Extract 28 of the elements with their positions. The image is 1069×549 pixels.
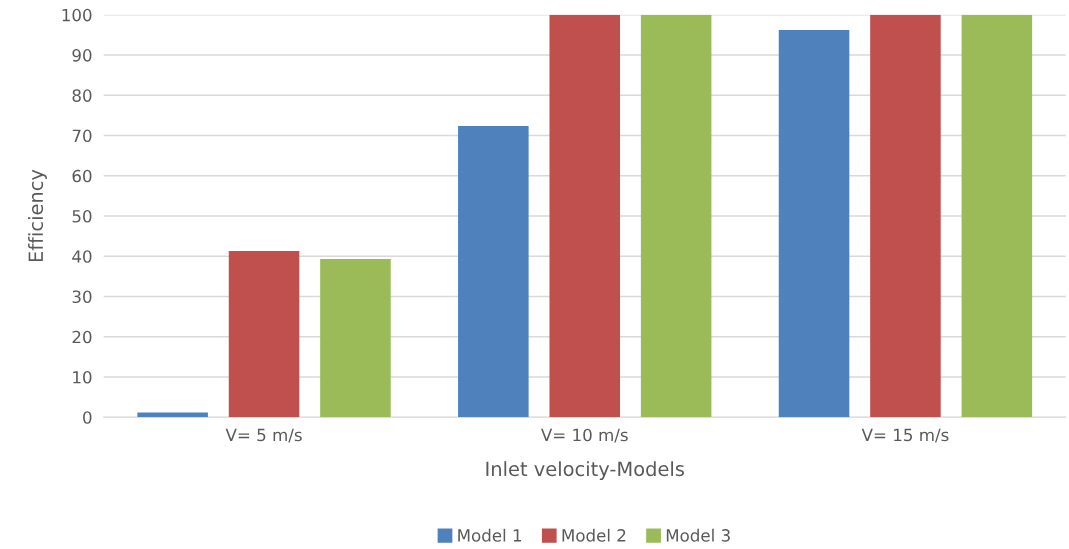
legend-label: Model 3	[666, 528, 730, 542]
legend-label: Model 1	[458, 528, 522, 542]
y-tick-label: 40	[72, 250, 92, 263]
y-tick-label: 60	[72, 169, 92, 183]
bar	[640, 14, 712, 418]
y-tick-label: 10	[73, 370, 92, 384]
y-tick-label: 0	[83, 411, 92, 424]
y-tick-label: 80	[72, 89, 92, 102]
y-axis-title: Efficiency	[28, 169, 47, 262]
bar	[458, 125, 529, 418]
y-tick-label: 90	[72, 49, 92, 62]
x-tick-label: V= 10 m/s	[541, 428, 628, 443]
y-tick-label: 70	[72, 129, 92, 143]
bar	[961, 14, 1033, 418]
y-tick-label: 30	[72, 290, 92, 304]
y-tick-label: 100	[62, 8, 92, 22]
bar	[320, 259, 391, 418]
bar	[870, 14, 941, 418]
bar	[228, 251, 300, 418]
bar	[549, 14, 621, 418]
legend-label: Model 2	[562, 528, 626, 542]
x-tick-label: V= 5 m/s	[225, 428, 302, 443]
y-tick-label: 50	[72, 209, 92, 223]
bar	[137, 412, 208, 418]
x-tick-label: V= 15 m/s	[861, 428, 949, 443]
y-tick-label: 20	[72, 330, 92, 344]
x-axis-title: Inlet velocity-Models	[486, 461, 684, 480]
bar	[778, 30, 850, 418]
